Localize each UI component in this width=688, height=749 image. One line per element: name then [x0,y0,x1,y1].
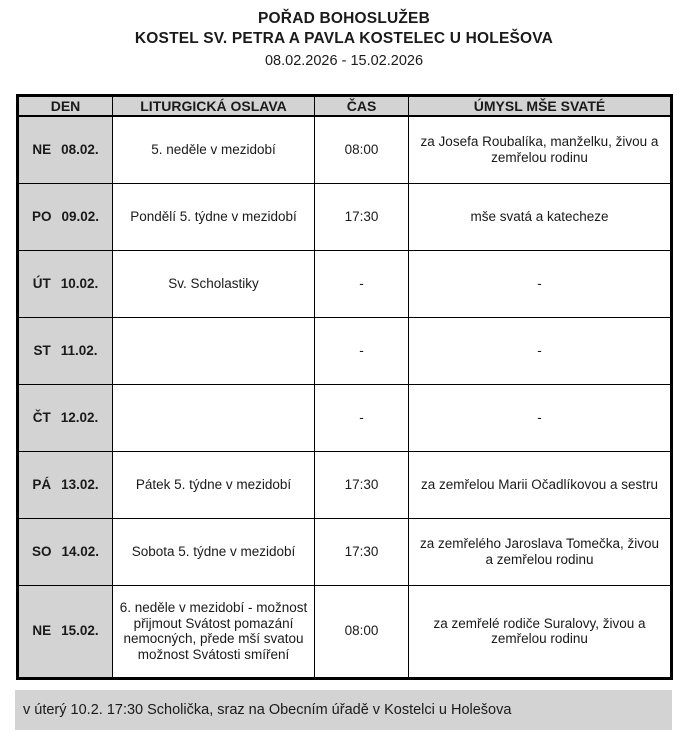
intention-cell: za zemřelého Jaroslava Tomečka, živou a … [408,517,672,586]
day-cell: NE 08.02. [17,115,113,184]
time-cell: 17:30 [314,450,409,519]
day-date: 10.02. [60,275,99,291]
celebration-cell [112,383,315,452]
day-abbreviation: NE [32,623,52,639]
day-date: 15.02. [61,623,99,639]
time-cell: 17:30 [314,182,409,251]
day-abbreviation: ÚT [32,275,51,291]
day-date: 12.02. [60,409,99,425]
day-abbreviation: SO [31,543,52,559]
day-cell: PÁ 13.02. [17,450,113,519]
time-cell: 17:30 [314,517,409,586]
day-label: ST 11.02. [27,343,104,359]
day-date: 13.02. [61,476,99,492]
day-cell: ČT 12.02. [17,383,113,452]
celebration-cell: Sobota 5. týdne v mezidobí [112,517,315,586]
intention-cell: - [408,316,672,385]
day-abbreviation: PO [31,208,52,224]
time-cell: 08:00 [314,584,409,679]
table-row: ČT 12.02. - - [17,383,672,452]
day-cell: PO 09.02. [17,182,113,251]
day-cell: ÚT 10.02. [17,249,113,318]
table-row: ST 11.02. - - [17,316,672,385]
day-abbreviation: PÁ [32,476,52,492]
table-row: PÁ 13.02. Pátek 5. týdne v mezidobí 17:30 za… [17,450,672,519]
column-header-umysl-mse-svate: ÚMYSL MŠE SVATÉ [408,95,672,117]
celebration-cell: 6. neděle v mezidobí - možnost přijmout … [112,584,315,679]
table-row: NE 15.02. 6. neděle v mezidobí - možnost p… [17,584,672,679]
intention-cell: za Josefa Roubalíka, manželku, živou a z… [408,115,672,184]
day-label: SO 14.02. [27,544,104,560]
intention-cell: za zemřelou Marii Očadlíkovou a sestru [408,450,672,519]
intention-cell: mše svatá a katecheze [408,182,672,251]
day-date: 08.02. [61,141,99,157]
day-date: 11.02. [60,342,98,358]
date-range: 08.02.2026 - 15.02.2026 [264,53,424,69]
schedule-table: DEN LITURGICKÁ OSLAVA ČAS ÚMYSL MŠE SVAT… [16,94,673,680]
day-label: NE 15.02. [27,623,104,639]
column-header-liturgicka-oslava: LITURGICKÁ OSLAVA [112,95,315,117]
page-subtitle: KOSTEL SV. PETRA A PAVLA KOSTELEC U HOLE… [134,30,554,47]
day-label: ČT 12.02. [27,410,104,426]
day-label: NE 08.02. [27,142,104,158]
celebration-cell [112,316,315,385]
celebration-cell: Pátek 5. týdne v mezidobí [112,450,315,519]
day-abbreviation: NE [32,141,52,157]
time-cell: - [314,316,409,385]
day-cell: ST 11.02. [17,316,113,385]
day-cell: SO 14.02. [17,517,113,586]
intention-cell: - [408,249,672,318]
day-cell: NE 15.02. [17,584,113,679]
celebration-cell: 5. neděle v mezidobí [112,115,315,184]
table-row: ÚT 10.02. Sv. Scholastiky - - [17,249,672,318]
table-row: SO 14.02. Sobota 5. týdne v mezidobí 17:30 z… [17,517,672,586]
celebration-cell: Pondělí 5. týdne v mezidobí [112,182,315,251]
title-block: POŘAD BOHOSLUŽEB KOSTEL SV. PETRA A PAVL… [0,0,688,71]
column-header-cas: ČAS [314,95,409,117]
day-abbreviation: ST [33,342,51,358]
day-label: PO 09.02. [27,209,104,225]
day-date: 09.02. [61,208,100,224]
table-row: PO 09.02. Pondělí 5. týdne v mezidobí 17:30… [17,182,672,251]
footer-note-text: v úterý 10.2. 17:30 Scholička, sraz na O… [23,701,512,718]
time-cell: - [314,383,409,452]
footer-note-bar: v úterý 10.2. 17:30 Scholička, sraz na O… [15,689,672,730]
time-cell: 08:00 [314,115,409,184]
time-cell: - [314,249,409,318]
column-header-den: DEN [17,95,113,117]
page-title: POŘAD BOHOSLUŽEB [258,10,430,27]
intention-cell: - [408,383,672,452]
day-date: 14.02. [61,543,100,559]
table-row: NE 08.02. 5. neděle v mezidobí 08:00 za Jose… [17,115,672,184]
day-abbreviation: ČT [32,409,51,425]
intention-cell: za zemřelé rodiče Suralovy, živou a zemř… [408,584,672,679]
celebration-cell: Sv. Scholastiky [112,249,315,318]
day-label: ÚT 10.02. [27,276,104,292]
day-label: PÁ 13.02. [27,477,104,493]
table-header-row: DEN LITURGICKÁ OSLAVA ČAS ÚMYSL MŠE SVAT… [17,95,672,117]
